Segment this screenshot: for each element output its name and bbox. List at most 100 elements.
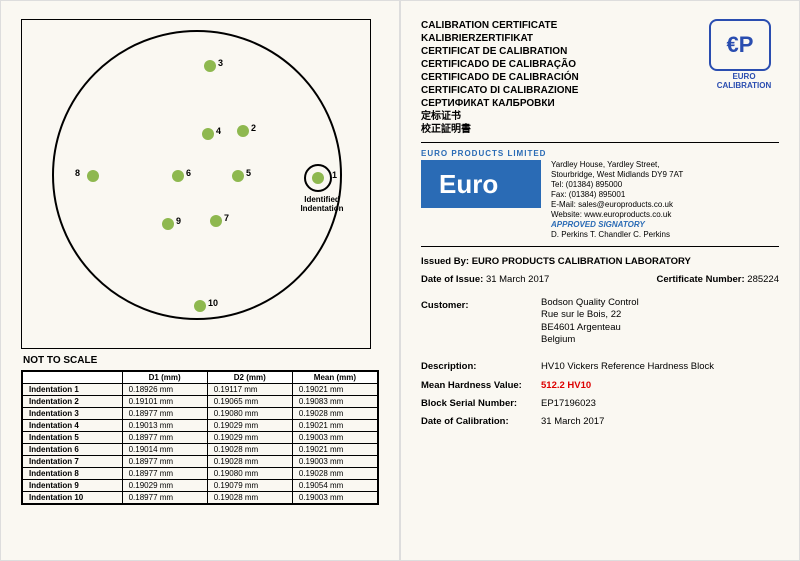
table-cell: 0.19028 mm bbox=[207, 492, 292, 504]
table-cell: 0.19065 mm bbox=[207, 396, 292, 408]
table-cell: 0.19021 mm bbox=[292, 420, 377, 432]
table-cell: Indentation 8 bbox=[23, 468, 123, 480]
table-cell: 0.19029 mm bbox=[207, 420, 292, 432]
company-name: EURO PRODUCTS LIMITED bbox=[421, 149, 779, 158]
indentation-table: D1 (mm)D2 (mm)Mean (mm) Indentation 10.1… bbox=[21, 370, 379, 505]
table-row: Indentation 30.18977 mm0.19080 mm0.19028… bbox=[23, 408, 378, 420]
indentation-dot bbox=[87, 170, 99, 182]
ep-logo: €P EURO CALIBRATION bbox=[709, 19, 779, 136]
indentation-dot bbox=[162, 218, 174, 230]
ep-logo-mark: €P bbox=[709, 19, 771, 71]
mean-hardness-label: Mean Hardness Value: bbox=[421, 377, 541, 395]
table-row: Indentation 40.19013 mm0.19029 mm0.19021… bbox=[23, 420, 378, 432]
title-line: 定标证书 bbox=[421, 110, 579, 123]
table-row: Indentation 50.18977 mm0.19029 mm0.19003… bbox=[23, 432, 378, 444]
diagram-frame: 12345678910 Identified Indentation bbox=[21, 19, 371, 349]
table-cell: 0.19003 mm bbox=[292, 456, 377, 468]
dot-label: 10 bbox=[208, 298, 218, 308]
customer-label: Customer: bbox=[421, 297, 541, 346]
approved-signatory-label: APPROVED SIGNATORY bbox=[551, 220, 683, 230]
table-cell: Indentation 3 bbox=[23, 408, 123, 420]
table-header bbox=[23, 372, 123, 384]
addr-line2: Stourbridge, West Midlands DY9 7AT bbox=[551, 170, 683, 180]
table-cell: 0.19117 mm bbox=[207, 384, 292, 396]
dot-label: 8 bbox=[75, 168, 80, 178]
customer-value: Bodson Quality ControlRue sur le Bois, 2… bbox=[541, 297, 779, 346]
table-cell: 0.19054 mm bbox=[292, 480, 377, 492]
indentation-dot bbox=[204, 60, 216, 72]
table-cell: 0.18977 mm bbox=[122, 432, 207, 444]
dot-label: 7 bbox=[224, 213, 229, 223]
issued-by-value: EURO PRODUCTS CALIBRATION LABORATORY bbox=[472, 256, 691, 267]
table-cell: 0.19101 mm bbox=[122, 396, 207, 408]
addr-line1: Yardley House, Yardley Street, bbox=[551, 160, 683, 170]
table-cell: 0.19003 mm bbox=[292, 492, 377, 504]
table-cell: Indentation 2 bbox=[23, 396, 123, 408]
date-issue-label: Date of Issue: bbox=[421, 274, 483, 285]
indentation-dot bbox=[194, 300, 206, 312]
table-header: D2 (mm) bbox=[207, 372, 292, 384]
indentation-dot bbox=[210, 215, 222, 227]
table-cell: Indentation 10 bbox=[23, 492, 123, 504]
table-cell: 0.19028 mm bbox=[292, 468, 377, 480]
table-cell: Indentation 7 bbox=[23, 456, 123, 468]
table-cell: 0.19021 mm bbox=[292, 384, 377, 396]
table-row: Indentation 60.19014 mm0.19028 mm0.19021… bbox=[23, 444, 378, 456]
title-line: 校正証明書 bbox=[421, 123, 579, 136]
table-cell: 0.19079 mm bbox=[207, 480, 292, 492]
table-cell: 0.19028 mm bbox=[207, 444, 292, 456]
mean-hardness-value: 512.2 HV10 bbox=[541, 377, 779, 395]
table-cell: 0.19013 mm bbox=[122, 420, 207, 432]
table-row: Indentation 70.18977 mm0.19028 mm0.19003… bbox=[23, 456, 378, 468]
cal-date-value: 31 March 2017 bbox=[541, 413, 779, 431]
table-row: Indentation 90.19029 mm0.19079 mm0.19054… bbox=[23, 480, 378, 492]
dot-label: 4 bbox=[216, 126, 221, 136]
description-value: HV10 Vickers Reference Hardness Block bbox=[541, 358, 779, 376]
title-line: CERTIFICAT DE CALIBRATION bbox=[421, 45, 579, 58]
table-cell: 0.19014 mm bbox=[122, 444, 207, 456]
indentation-dot bbox=[172, 170, 184, 182]
indentation-dot bbox=[232, 170, 244, 182]
serial-value: EP17196023 bbox=[541, 395, 779, 413]
title-line: CALIBRATION CERTIFICATE bbox=[421, 19, 579, 32]
customer-line: Rue sur le Bois, 22 bbox=[541, 309, 779, 321]
issued-by-label: Issued By: bbox=[421, 256, 469, 267]
table-cell: Indentation 4 bbox=[23, 420, 123, 432]
table-cell: Indentation 5 bbox=[23, 432, 123, 444]
ep-logo-line2: CALIBRATION bbox=[709, 82, 779, 91]
table-cell: 0.18926 mm bbox=[122, 384, 207, 396]
table-cell: Indentation 9 bbox=[23, 480, 123, 492]
dot-label: 9 bbox=[176, 216, 181, 226]
date-issue-value: 31 March 2017 bbox=[486, 274, 549, 285]
dot-label: 6 bbox=[186, 168, 191, 178]
serial-label: Block Serial Number: bbox=[421, 395, 541, 413]
table-header: Mean (mm) bbox=[292, 372, 377, 384]
cal-date-label: Date of Calibration: bbox=[421, 413, 541, 431]
addr-web: Website: www.europroducts.co.uk bbox=[551, 210, 683, 220]
dot-label: 1 bbox=[332, 170, 337, 180]
not-to-scale-label: NOT TO SCALE bbox=[23, 355, 379, 366]
table-row: Indentation 20.19101 mm0.19065 mm0.19083… bbox=[23, 396, 378, 408]
table-cell: 0.19003 mm bbox=[292, 432, 377, 444]
title-line: СЕРТИФИКАТ КАЛБРОВКИ bbox=[421, 97, 579, 110]
customer-line: Bodson Quality Control bbox=[541, 297, 779, 309]
table-row: Indentation 100.18977 mm0.19028 mm0.1900… bbox=[23, 492, 378, 504]
addr-tel: Tel: (01384) 895000 bbox=[551, 180, 683, 190]
table-cell: 0.19080 mm bbox=[207, 408, 292, 420]
left-page: 12345678910 Identified Indentation NOT T… bbox=[0, 0, 400, 561]
company-address: Yardley House, Yardley Street, Stourbrid… bbox=[551, 160, 683, 240]
table-cell: 0.19029 mm bbox=[122, 480, 207, 492]
table-row: Indentation 10.18926 mm0.19117 mm0.19021… bbox=[23, 384, 378, 396]
customer-line: BE4601 Argenteau bbox=[541, 322, 779, 334]
table-cell: 0.19080 mm bbox=[207, 468, 292, 480]
table-cell: 0.18977 mm bbox=[122, 456, 207, 468]
right-page: CALIBRATION CERTIFICATEKALIBRIERZERTIFIK… bbox=[400, 0, 800, 561]
euro-logo: Euro bbox=[421, 160, 541, 208]
title-line: CERTIFICADO DE CALIBRAÇÃO bbox=[421, 58, 579, 71]
table-cell: 0.19083 mm bbox=[292, 396, 377, 408]
title-line: CERTIFICATO DI CALIBRAZIONE bbox=[421, 84, 579, 97]
signatory-names: D. Perkins T. Chandler C. Perkins bbox=[551, 230, 683, 240]
title-line: CERTIFICADO DE CALIBRACIÓN bbox=[421, 71, 579, 84]
description-label: Description: bbox=[421, 358, 541, 376]
addr-email: E-Mail: sales@europroducts.co.uk bbox=[551, 200, 683, 210]
